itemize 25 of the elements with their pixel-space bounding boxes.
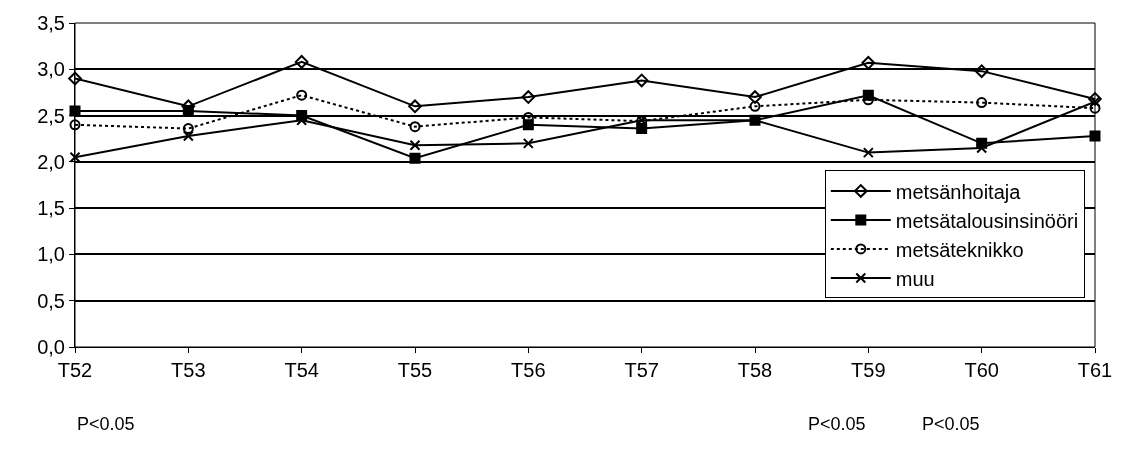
x-tick-label: T59 (851, 359, 886, 381)
x-tick-label: T61 (1077, 359, 1113, 381)
y-tick-label: 1,0 (37, 243, 65, 266)
x-tick-label: T55 (397, 359, 433, 381)
y-tick-label: 0,5 (37, 289, 65, 312)
x-tick-label: T58 (737, 359, 773, 381)
text: P<0.05 (77, 414, 135, 434)
legend-label: metsäteknikko (895, 238, 1024, 261)
y-tick-label: 2,0 (37, 150, 65, 173)
x-tick-label: T54 (284, 359, 319, 381)
legend-label: muu (895, 267, 935, 290)
y-tick-label: 2,5 (37, 104, 65, 127)
x-tick-label: T60 (964, 359, 999, 381)
y-tick-label: 0,0 (37, 336, 65, 358)
y-tick-label: 3,0 (37, 58, 65, 81)
legend-label: metsätalousinsinööri (895, 209, 1079, 232)
y-tick-label: 1,5 (37, 197, 65, 220)
x-tick-label: T56 (511, 359, 546, 381)
legend-label: metsänhoitaja (895, 180, 1022, 203)
x-tick-label: T52 (57, 359, 93, 381)
y-tick-label: 3,5 (37, 12, 65, 34)
x-tick-label: T57 (624, 359, 659, 381)
text: P<0.05 (808, 414, 866, 434)
text: P<0.05 (922, 414, 980, 434)
x-tick-label: T53 (171, 359, 206, 381)
